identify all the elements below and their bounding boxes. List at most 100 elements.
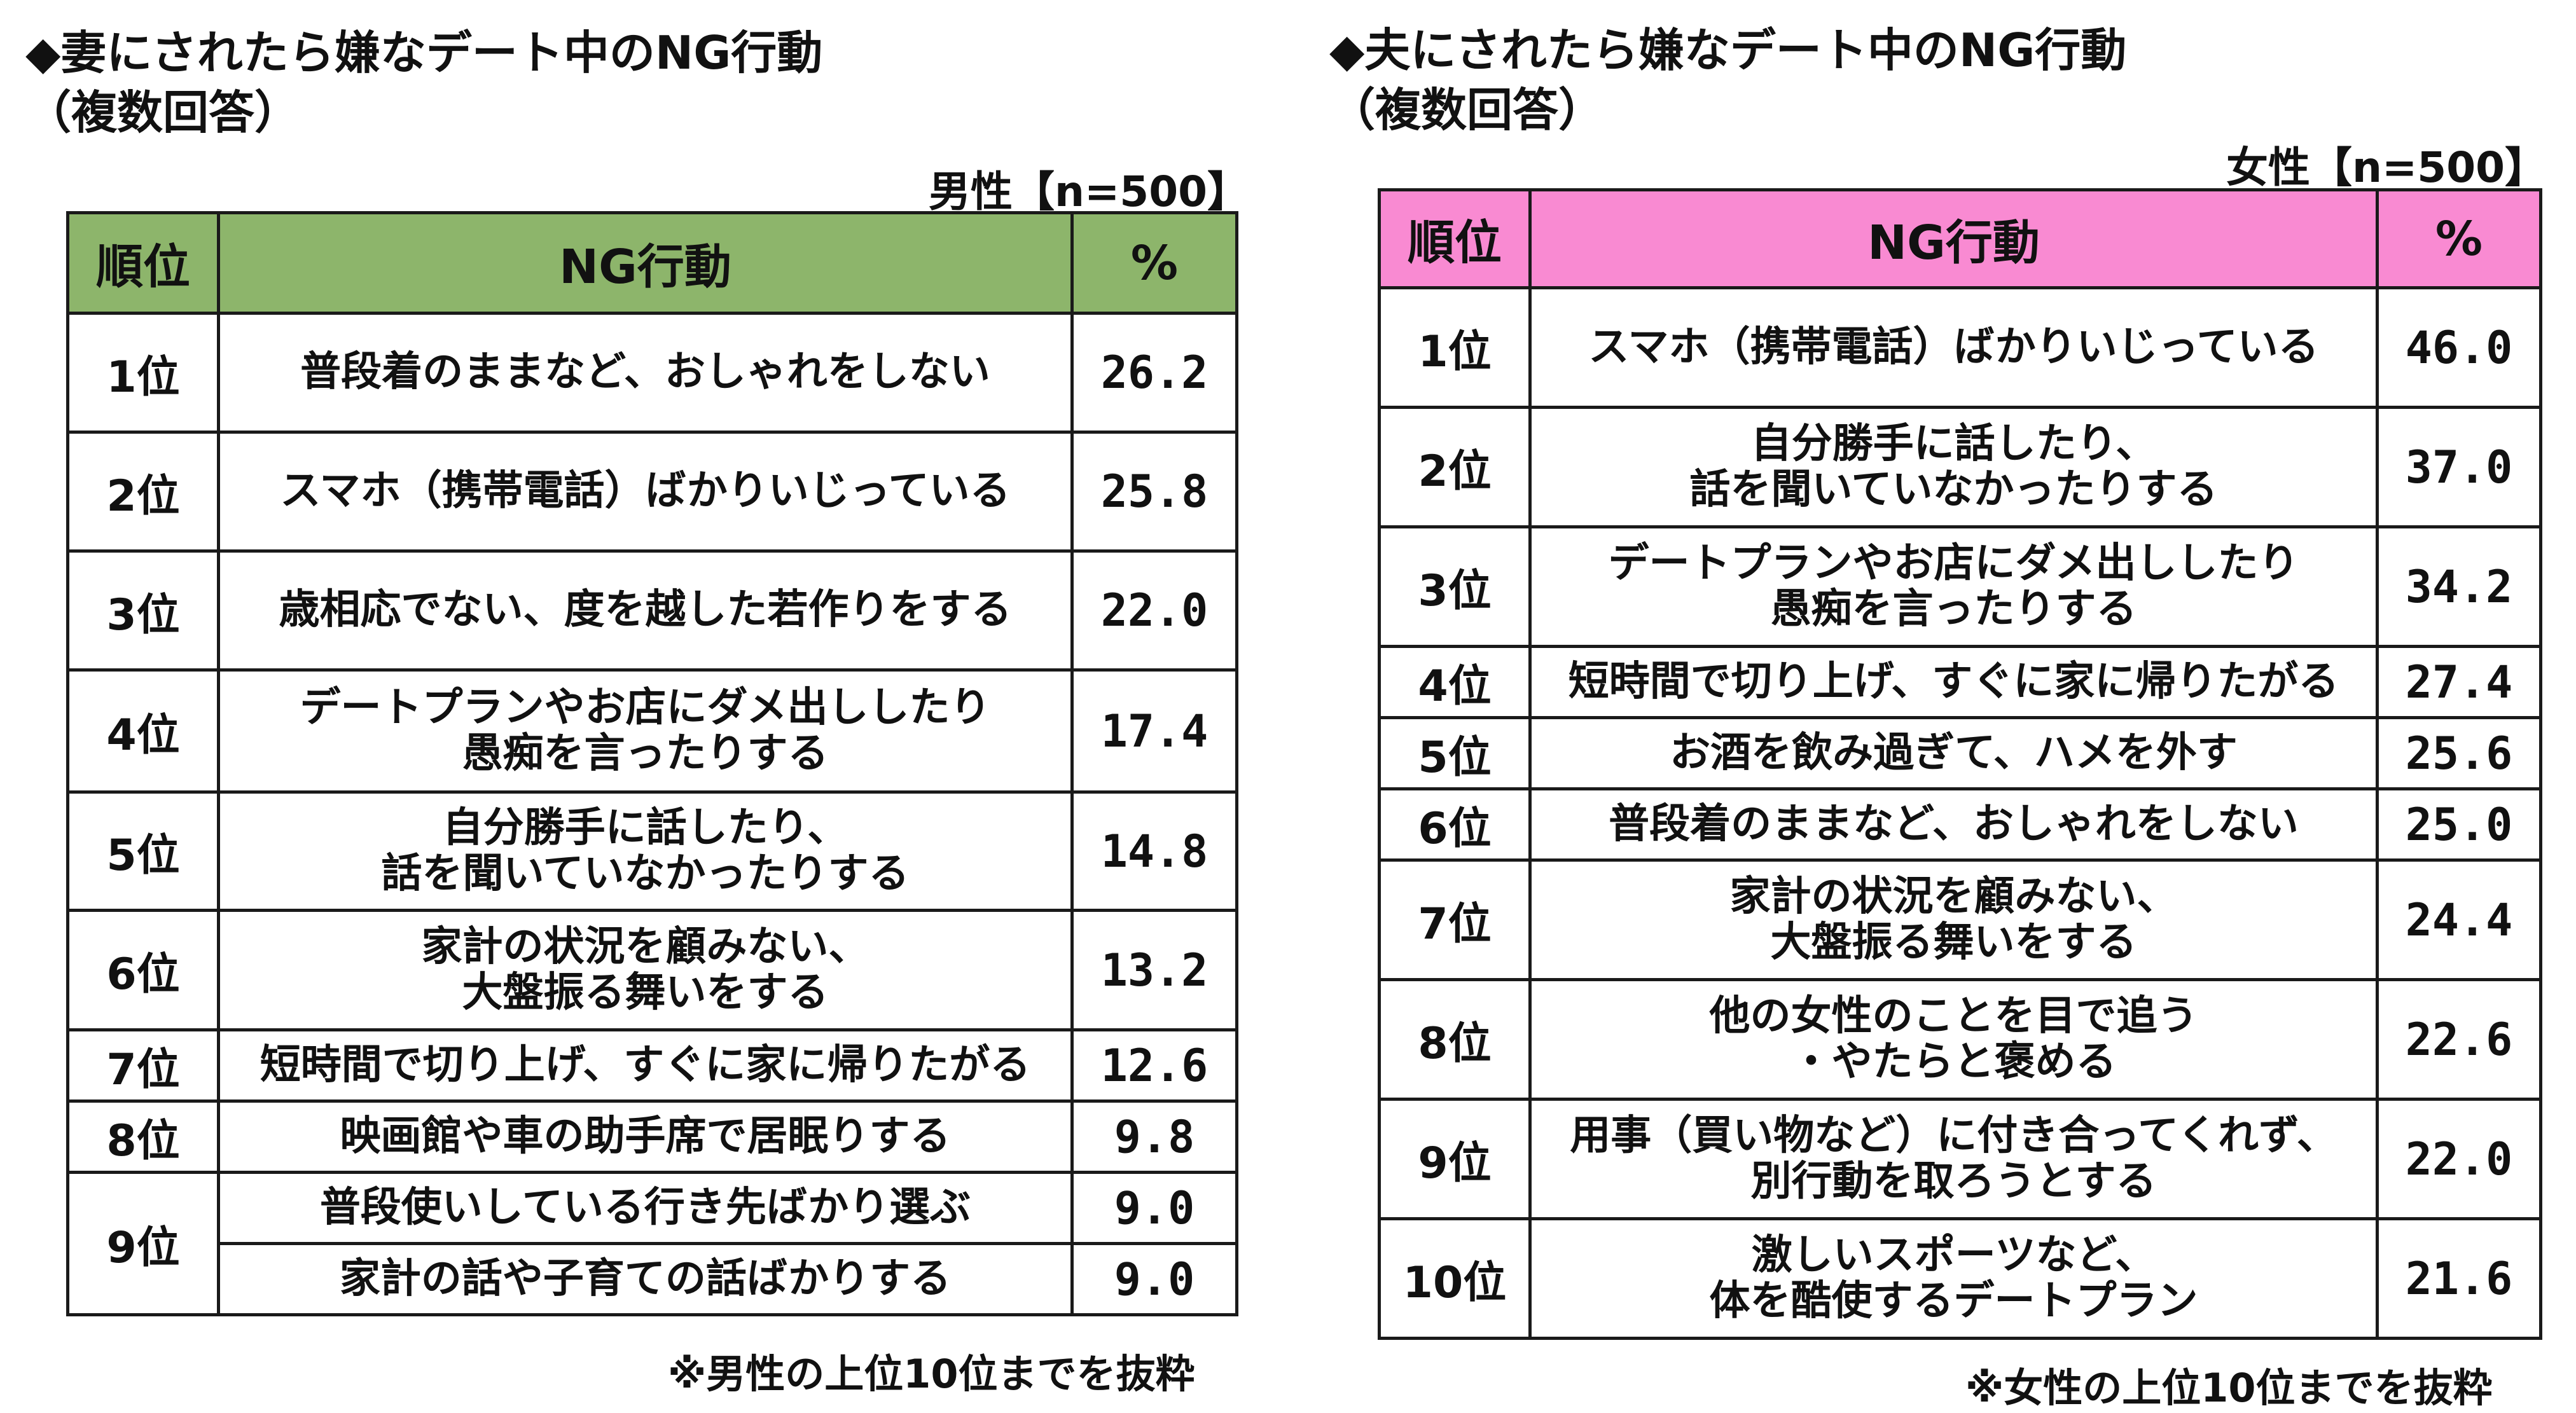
right-header-percent: % [2376, 188, 2542, 289]
behavior-text: デートプランやお店にダメ出ししたり [300, 684, 991, 731]
behavior-text: ・やたらと褒める [1790, 1038, 2117, 1086]
table-row: 2位 自分勝手に話したり、 話を聞いていなかったりする 37.0 [1378, 406, 2542, 528]
behavior-text: 普段使いしている行き先ばかり選ぶ [319, 1183, 971, 1231]
behavior-cell: スマホ（携帯電話）ばかりいじっている [1528, 286, 2379, 409]
table-row: 5位 お酒を飲み過ぎて、ハメを外す 25.6 [1378, 716, 2542, 790]
left-panel: ◆妻にされたら嫌なデート中のNG行動 （複数回答） [25, 25, 1234, 141]
percent-cell: 25.0 [2376, 787, 2542, 862]
rank-cell: 4位 [66, 668, 220, 794]
table-row: 7位 短時間で切り上げ、すぐに家に帰りたがる 12.6 [66, 1028, 1238, 1103]
percent-cell: 25.6 [2376, 716, 2542, 790]
rank-cell: 9位 [66, 1171, 220, 1316]
behavior-text: 映画館や車の助手席で居眠りする [340, 1112, 951, 1160]
behavior-cell: デートプランやお店にダメ出ししたり 愚痴を言ったりする [217, 668, 1074, 794]
right-footnote: ※女性の上位10位までを抜粋 [1965, 1365, 2493, 1411]
rank-cell: 3位 [66, 549, 220, 672]
table-row: 2位 スマホ（携帯電話）ばかりいじっている 25.8 [66, 431, 1238, 553]
percent-cell: 9.0 [1070, 1171, 1238, 1245]
right-header-behavior: NG行動 [1528, 188, 2379, 289]
left-sample-size: 男性【n=500】 [929, 167, 1250, 216]
behavior-text: 話を聞いていなかったりする [1689, 465, 2218, 513]
behavior-cell: 激しいスポーツなど、 体を酷使するデートプラン [1528, 1217, 2379, 1340]
behavior-text: 愚痴を言ったりする [462, 729, 829, 777]
percent-cell: 9.0 [1070, 1242, 1238, 1316]
behavior-text: 短時間で切り上げ、すぐに家に帰りたがる [1568, 658, 2339, 705]
percent-cell: 24.4 [2376, 858, 2542, 981]
behavior-text: 体を酷使するデートプラン [1709, 1277, 2198, 1325]
behavior-text: 自分勝手に話したり、 [1750, 420, 2157, 467]
table-row: 1位 スマホ（携帯電話）ばかりいじっている 46.0 [1378, 286, 2542, 409]
table-row: 6位 家計の状況を顧みない、 大盤振る舞いをする 13.2 [66, 909, 1238, 1031]
table-row: 4位 デートプランやお店にダメ出ししたり 愚痴を言ったりする 17.4 [66, 668, 1238, 794]
behavior-cell: 家計の話や子育ての話ばかりする [217, 1242, 1074, 1316]
behavior-text: 短時間で切り上げ、すぐに家に帰りたがる [260, 1041, 1031, 1089]
behavior-text: 家計の状況を顧みない、 [421, 923, 869, 970]
percent-cell: 25.8 [1070, 431, 1238, 553]
behavior-cell: お酒を飲み過ぎて、ハメを外す [1528, 716, 2379, 790]
behavior-text: 大盤振る舞いをする [1770, 918, 2137, 966]
percent-cell: 22.0 [2376, 1098, 2542, 1220]
rank-cell: 7位 [1378, 858, 1532, 981]
right-sample-size: 女性【n=500】 [2226, 143, 2547, 192]
behavior-text: お酒を飲み過ぎて、ハメを外す [1670, 729, 2238, 776]
behavior-text: 別行動を取ろうとする [1750, 1157, 2157, 1205]
behavior-text: 他の女性のことを目で追う [1709, 992, 2198, 1040]
left-panel-subtitle: （複数回答） [25, 86, 301, 140]
behavior-text: 家計の状況を顧みない、 [1729, 872, 2178, 920]
behavior-cell: 用事（買い物など）に付き合ってくれず、 別行動を取ろうとする [1528, 1098, 2379, 1220]
behavior-text: 話を聞いていなかったりする [381, 850, 910, 897]
behavior-text: 大盤振る舞いをする [462, 968, 829, 1016]
percent-cell: 21.6 [2376, 1217, 2542, 1340]
percent-cell: 17.4 [1070, 668, 1238, 794]
rank-cell: 10位 [1378, 1217, 1532, 1340]
behavior-cell: 短時間で切り上げ、すぐに家に帰りたがる [1528, 645, 2379, 719]
behavior-cell: 普段着のままなど、おしゃれをしない [217, 312, 1074, 434]
left-header-behavior: NG行動 [217, 211, 1074, 315]
table-row: 9位 用事（買い物など）に付き合ってくれず、 別行動を取ろうとする 22.0 [1378, 1098, 2542, 1220]
percent-cell: 26.2 [1070, 312, 1238, 434]
percent-cell: 27.4 [2376, 645, 2542, 719]
rank-cell: 6位 [66, 909, 220, 1031]
rank-cell: 1位 [1378, 286, 1532, 409]
behavior-cell: 他の女性のことを目で追う ・やたらと褒める [1528, 978, 2379, 1101]
table-row: 5位 自分勝手に話したり、 話を聞いていなかったりする 14.8 [66, 790, 1238, 912]
left-header-row: 順位 NG行動 % [66, 211, 1238, 315]
behavior-cell: 歳相応でない、度を越した若作りをする [217, 549, 1074, 672]
rank-cell: 5位 [1378, 716, 1532, 790]
rank-cell: 8位 [66, 1099, 220, 1174]
percent-cell: 12.6 [1070, 1028, 1238, 1103]
table-row: 家計の話や子育ての話ばかりする 9.0 [68, 1242, 1238, 1316]
percent-cell: 13.2 [1070, 909, 1238, 1031]
table-row: 4位 短時間で切り上げ、すぐに家に帰りたがる 27.4 [1378, 645, 2542, 719]
table-row: 8位 他の女性のことを目で追う ・やたらと褒める 22.6 [1378, 978, 2542, 1101]
rank-cell: 7位 [66, 1028, 220, 1103]
behavior-text: 激しいスポーツなど、 [1751, 1231, 2156, 1279]
percent-cell: 14.8 [1070, 790, 1238, 912]
right-header-row: 順位 NG行動 % [1378, 188, 2542, 289]
behavior-cell: 普段使いしている行き先ばかり選ぶ [217, 1171, 1074, 1245]
table-row: 6位 普段着のままなど、おしゃれをしない 25.0 [1378, 787, 2542, 862]
percent-cell: 9.8 [1070, 1099, 1238, 1174]
table-row: 3位 歳相応でない、度を越した若作りをする 22.0 [66, 549, 1238, 672]
rank-cell: 4位 [1378, 645, 1532, 719]
behavior-cell: 家計の状況を顧みない、 大盤振る舞いをする [1528, 858, 2379, 981]
behavior-cell: スマホ（携帯電話）ばかりいじっている [217, 431, 1074, 553]
table-row: 1位 普段着のままなど、おしゃれをしない 26.2 [66, 312, 1238, 434]
percent-cell: 22.0 [1070, 549, 1238, 672]
table-row: 10位 激しいスポーツなど、 体を酷使するデートプラン 21.6 [1378, 1217, 2542, 1340]
rank-cell: 9位 [1378, 1098, 1532, 1220]
left-footnote: ※男性の上位10位までを抜粋 [668, 1351, 1195, 1397]
behavior-text: 愚痴を言ったりする [1770, 585, 2137, 633]
right-ranking-table: 順位 NG行動 % 1位 スマホ（携帯電話）ばかりいじっている 46.0 2位 自分勝手… [1378, 188, 2542, 1340]
behavior-text: デートプランやお店にダメ出ししたり [1608, 539, 2299, 587]
percent-cell: 22.6 [2376, 978, 2542, 1101]
table-row: 9位 普段使いしている行き先ばかり選ぶ 9.0 [66, 1171, 1238, 1316]
right-panel: ◆夫にされたら嫌なデート中のNG行動 （複数回答） [1329, 23, 2538, 138]
percent-cell: 34.2 [2376, 525, 2542, 648]
behavior-text: 普段着のままなど、おしゃれをしない [1609, 800, 2299, 848]
right-panel-subtitle: （複数回答） [1329, 83, 1605, 137]
behavior-text: スマホ（携帯電話）ばかりいじっている [280, 467, 1011, 515]
percent-cell: 37.0 [2376, 406, 2542, 528]
rank-cell: 5位 [66, 790, 220, 912]
behavior-text: 用事（買い物など）に付き合ってくれず、 [1570, 1112, 2337, 1159]
